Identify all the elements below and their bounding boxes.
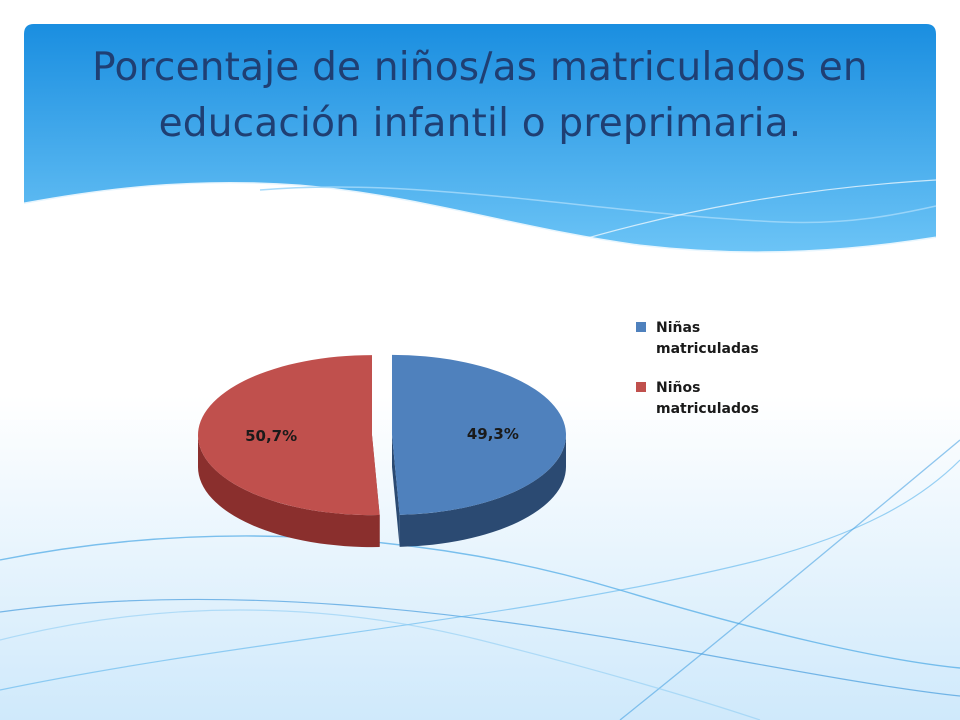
pie-slice-ninos <box>198 355 380 516</box>
slide-title: Porcentaje de niños/as matriculados en e… <box>92 45 868 146</box>
legend-label-ninos: Niños matriculados <box>656 380 759 417</box>
data-label-ninas: 49,3% <box>467 425 519 443</box>
legend-label-ninas: Niñas matriculadas <box>656 320 759 357</box>
data-label-ninos: 50,7% <box>245 427 297 445</box>
pie-slice-side-ninas <box>399 434 566 547</box>
pie-slice-ninas <box>391 354 566 515</box>
pie-slice-side-ninos <box>198 435 380 548</box>
legend-item-ninos: Niños matriculados <box>636 378 816 420</box>
header-band <box>24 24 936 253</box>
legend-swatch-ninos <box>636 382 646 392</box>
legend-item-ninas: Niñas matriculadas <box>636 318 816 360</box>
chart-legend: Niñas matriculadas Niños matriculados <box>636 318 816 438</box>
pie-slice-wall-ninas <box>391 434 400 547</box>
legend-swatch-ninas <box>636 322 646 332</box>
